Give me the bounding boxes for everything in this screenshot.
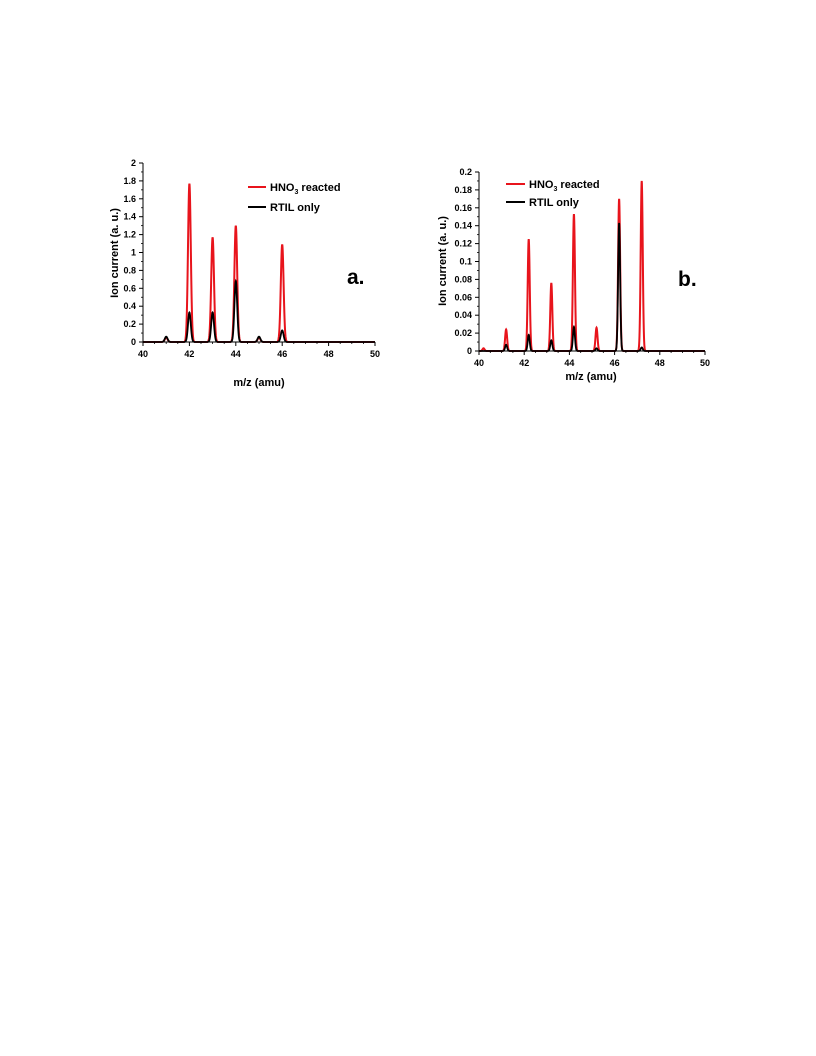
x-tick-label: 50 — [370, 349, 380, 359]
x-tick-label: 42 — [184, 349, 194, 359]
peak-point-rtil — [281, 330, 283, 332]
peak-point-rtil — [528, 334, 530, 336]
legend: HNO3 reacted RTIL only — [248, 182, 341, 214]
y-tick-label: 0.14 — [454, 221, 472, 231]
peak-point-rtil — [189, 312, 191, 314]
series-line-rtil-only — [143, 278, 375, 343]
x-tick-label: 48 — [655, 358, 665, 368]
x-tick-label: 42 — [519, 358, 529, 368]
peak-point-reacted — [618, 198, 620, 200]
y-tick-label: 0 — [467, 346, 472, 356]
y-tick-label: 0.6 — [123, 283, 136, 293]
peak-point-rtil — [641, 347, 643, 349]
panel-label: b. — [678, 268, 697, 291]
peak-point-rtil — [505, 344, 507, 346]
y-tick-label: 0.16 — [454, 203, 472, 213]
peak-point-reacted — [641, 180, 643, 182]
series-line-rtil-only — [479, 222, 705, 352]
y-tick-label: 1.8 — [123, 176, 136, 186]
peak-point-reacted — [483, 348, 485, 350]
y-axis-title: Ion current (a. u.) — [109, 208, 121, 298]
x-tick-label: 48 — [324, 349, 334, 359]
x-tick-label: 50 — [700, 358, 710, 368]
y-tick-label: 2 — [131, 158, 136, 168]
y-tick-label: 0.2 — [123, 319, 136, 329]
peak-point-rtil — [212, 312, 214, 314]
x-tick-label: 40 — [474, 358, 484, 368]
series-line-hno3-reacted — [479, 180, 705, 352]
peak-point-reacted — [573, 213, 575, 215]
y-tick-label: 0.2 — [459, 167, 472, 177]
x-axis-title: m/z (amu) — [233, 377, 285, 389]
y-tick-label: 1 — [131, 248, 136, 258]
peak-point-reacted — [189, 183, 191, 185]
x-axis-title: m/z (amu) — [565, 371, 617, 383]
y-tick-label: 0.06 — [454, 292, 472, 302]
peak-point-rtil — [596, 348, 598, 350]
peak-point-reacted — [596, 327, 598, 329]
legend-label-reacted: HNO3 reacted — [529, 179, 600, 193]
x-tick-label: 40 — [138, 349, 148, 359]
peak-point-reacted — [212, 236, 214, 238]
peak-point-rtil — [235, 280, 237, 282]
y-tick-label: 1.2 — [123, 230, 136, 240]
y-tick-label: 0.18 — [454, 185, 472, 195]
legend-label-rtil: RTIL only — [270, 202, 321, 214]
peak-point-rtil — [618, 222, 620, 224]
x-tick-label: 44 — [564, 358, 574, 368]
panel-label: a. — [347, 266, 365, 289]
y-tick-label: 0.8 — [123, 265, 136, 275]
chart-panel-b: 0 0.02 0.04 0.06 0.08 0.1 0.12 0.14 0.16 0.18 0.2 4… — [437, 167, 710, 383]
legend-label-rtil: RTIL only — [529, 197, 580, 209]
y-tick-label: 0 — [131, 337, 136, 347]
y-tick-label: 1.4 — [123, 212, 136, 222]
x-tick-label: 46 — [277, 349, 287, 359]
peak-point-rtil — [258, 336, 260, 338]
x-tick-label: 44 — [231, 349, 241, 359]
peak-point-rtil — [165, 336, 167, 338]
x-tick-label: 46 — [610, 358, 620, 368]
legend: HNO3 reacted RTIL only — [506, 179, 600, 209]
y-tick-label: 0.08 — [454, 274, 472, 284]
peak-point-reacted — [551, 282, 553, 284]
y-tick-label: 0.04 — [454, 310, 472, 320]
y-tick-label: 0.4 — [123, 301, 136, 311]
y-tick-label: 0.1 — [459, 257, 472, 267]
peak-point-reacted — [281, 244, 283, 246]
peak-point-reacted — [528, 238, 530, 240]
peak-point-reacted — [235, 225, 237, 227]
y-axis-title: Ion current (a. u.) — [437, 216, 449, 306]
y-tick-label: 1.6 — [123, 194, 136, 204]
legend-label-reacted: HNO3 reacted — [270, 182, 341, 196]
y-tick-label: 0.02 — [454, 328, 472, 338]
y-tick-label: 0.12 — [454, 239, 472, 249]
peak-point-reacted — [505, 329, 507, 331]
peak-point-rtil — [573, 326, 575, 328]
peak-point-rtil — [551, 339, 553, 341]
